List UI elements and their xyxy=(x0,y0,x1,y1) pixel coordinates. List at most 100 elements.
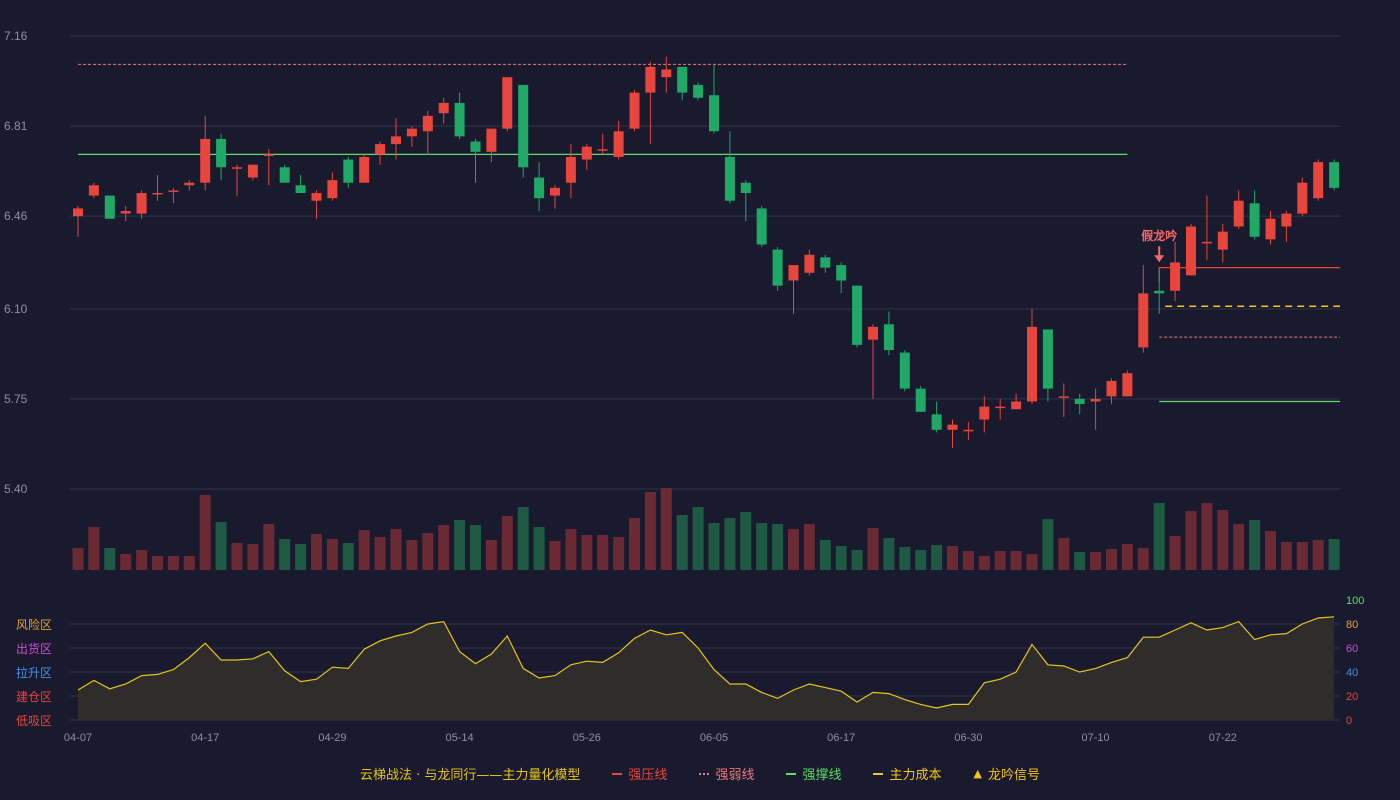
candle-body xyxy=(915,388,926,412)
candle-body xyxy=(1297,182,1308,214)
volume-bar xyxy=(136,550,148,570)
price-tick-label: 7.16 xyxy=(4,29,28,43)
x-tick-label: 04-29 xyxy=(318,732,346,744)
volume-bar xyxy=(549,541,561,570)
legend-cost-label: 主力成本 xyxy=(889,768,942,783)
legend-support[interactable]: 强撑线 xyxy=(786,764,841,783)
volume-bar xyxy=(1201,503,1213,570)
candle-body xyxy=(104,195,115,219)
volume-bar xyxy=(167,556,179,570)
legend-signal[interactable]: ▲ 龙吟信号 xyxy=(973,764,1039,783)
candle-body xyxy=(995,406,1006,409)
candle-body xyxy=(470,141,481,152)
volume-bar xyxy=(883,538,895,570)
candle-body xyxy=(279,167,290,183)
volume-bar xyxy=(326,539,338,570)
volume-bar xyxy=(692,507,704,570)
volume-bar xyxy=(867,528,879,570)
candle-body xyxy=(1313,162,1324,199)
support-swatch xyxy=(786,772,797,775)
candle-body xyxy=(343,159,354,183)
legend-weak[interactable]: 强弱线 xyxy=(699,764,754,783)
volume-bar xyxy=(1217,510,1229,570)
candle-body xyxy=(88,185,99,196)
volume-bar xyxy=(1233,524,1245,570)
volume-bar xyxy=(406,540,418,570)
candle-body xyxy=(454,102,465,137)
x-tick-label: 06-17 xyxy=(827,732,855,744)
osc-zone-label: 拉升区 xyxy=(16,665,52,680)
candle-body xyxy=(550,187,560,196)
candles xyxy=(73,56,1340,448)
volume-bar xyxy=(1249,520,1261,570)
volume-bar xyxy=(772,524,784,570)
volume-bar xyxy=(517,507,529,570)
candle-body xyxy=(359,156,370,183)
volume-bar xyxy=(183,556,195,570)
candle-body xyxy=(168,190,179,192)
candle-body xyxy=(1011,401,1022,410)
volume-bar xyxy=(1185,511,1197,570)
candle-body xyxy=(1106,380,1117,397)
volume-bar xyxy=(915,550,927,570)
volume-bar xyxy=(72,548,84,570)
signal-label: 假龙吟 xyxy=(1141,228,1177,243)
volume-bar xyxy=(581,535,593,570)
x-tick-label: 05-14 xyxy=(446,732,474,744)
candle-body xyxy=(1281,213,1292,227)
volume-bar xyxy=(199,495,211,570)
candle-body xyxy=(931,414,942,430)
candle-body xyxy=(534,177,545,199)
candle-body xyxy=(232,167,242,169)
candle-body xyxy=(247,164,258,178)
volume-bar xyxy=(374,537,386,570)
oscillator-panel xyxy=(77,616,1335,720)
candle-body xyxy=(693,84,704,98)
candle-body xyxy=(581,146,592,160)
legend-support-label: 强撑线 xyxy=(802,768,842,783)
candle-body xyxy=(1170,262,1181,291)
x-tick-label: 05-26 xyxy=(573,732,601,744)
volume-bar xyxy=(104,548,116,570)
candle-body xyxy=(406,128,417,137)
volume-bar xyxy=(597,535,609,570)
legend-resistance[interactable]: 强压线 xyxy=(612,764,667,783)
osc-zone-label: 风险区 xyxy=(16,617,52,632)
volume-bar xyxy=(358,530,370,570)
grid-lines xyxy=(70,35,1340,721)
volume-bar xyxy=(279,539,291,570)
candle-body xyxy=(120,211,131,214)
candle-body xyxy=(1154,290,1165,294)
volume-bar xyxy=(978,556,990,570)
candle-body xyxy=(740,182,751,194)
volume-bar xyxy=(1106,549,1117,570)
candle-body xyxy=(804,254,815,273)
volume-bar xyxy=(311,534,322,570)
legend-cost[interactable]: 主力成本 xyxy=(873,764,941,783)
x-tick-label: 04-17 xyxy=(191,732,219,744)
volume-bar xyxy=(1121,544,1133,570)
candle-body xyxy=(1265,218,1276,240)
candle-body xyxy=(438,102,449,114)
candle-body xyxy=(1233,200,1244,227)
volume-bar xyxy=(788,529,799,570)
volume-bar xyxy=(1280,542,1292,570)
candle-body xyxy=(1042,329,1053,389)
volume-bar xyxy=(565,529,577,570)
volume-bar xyxy=(740,512,752,570)
volume-bar xyxy=(1058,538,1070,570)
volume-bar xyxy=(803,524,815,570)
candle-body xyxy=(1090,398,1101,402)
volume-bar xyxy=(1137,548,1149,570)
triangle-icon: ▲ xyxy=(973,767,982,780)
oscillator-line xyxy=(77,616,1335,709)
x-tick-label: 07-10 xyxy=(1082,732,1110,744)
candle-body xyxy=(963,429,974,432)
candle-body xyxy=(1138,293,1149,348)
volume-bar xyxy=(1010,551,1022,570)
volume-bar xyxy=(533,527,545,570)
candle-body xyxy=(486,128,497,152)
osc-zone-label: 出货区 xyxy=(16,641,52,656)
volume-bar xyxy=(724,518,736,570)
volume-bar xyxy=(899,547,911,570)
